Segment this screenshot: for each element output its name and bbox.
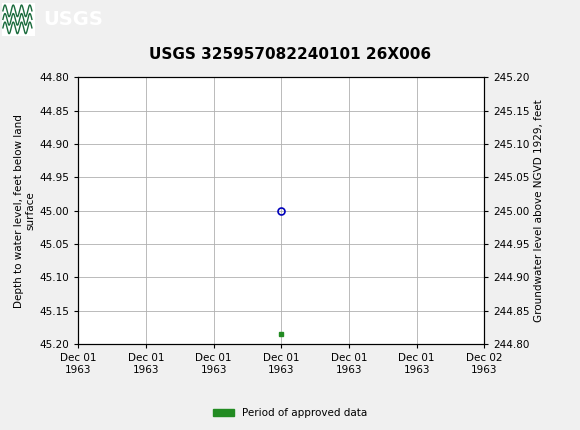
Legend: Period of approved data: Period of approved data [209, 404, 371, 423]
Text: USGS 325957082240101 26X006: USGS 325957082240101 26X006 [149, 47, 431, 62]
FancyBboxPatch shape [2, 3, 35, 36]
Y-axis label: Depth to water level, feet below land
surface: Depth to water level, feet below land su… [14, 114, 35, 307]
Y-axis label: Groundwater level above NGVD 1929, feet: Groundwater level above NGVD 1929, feet [534, 99, 544, 322]
Text: USGS: USGS [44, 10, 103, 29]
